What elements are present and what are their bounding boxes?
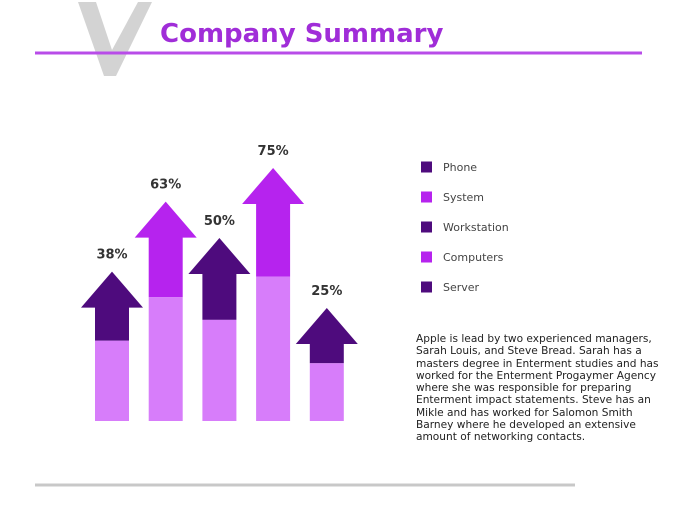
- arrow: [81, 271, 143, 341]
- value-label: 75%: [258, 144, 289, 159]
- legend-swatch: [421, 191, 432, 203]
- description: Apple is lead by two experienced manager…: [416, 333, 659, 444]
- value-label: 25%: [311, 284, 342, 299]
- legend-label: Phone: [443, 161, 477, 174]
- arrow: [188, 238, 251, 320]
- legend-label: Computers: [443, 251, 504, 264]
- legend-swatch: [421, 221, 432, 233]
- arrow-base: [256, 276, 291, 421]
- legend-label: Workstation: [443, 221, 509, 234]
- arrow-base: [148, 297, 183, 421]
- chart-title: Company Summary: [160, 19, 443, 49]
- value-label: 63%: [150, 178, 181, 193]
- legend-swatch: [421, 161, 432, 173]
- legend-label: System: [443, 191, 484, 204]
- arrow-base: [202, 319, 237, 421]
- arrow: [242, 168, 305, 277]
- legend-swatch: [421, 281, 432, 293]
- value-label: 38%: [96, 248, 127, 263]
- legend-label: Server: [443, 281, 480, 294]
- arrow: [295, 308, 358, 364]
- arrow: [134, 201, 197, 298]
- legend-swatch: [421, 251, 432, 263]
- value-label: 50%: [204, 214, 235, 229]
- arrow-base: [309, 363, 344, 421]
- arrow-base: [95, 340, 129, 421]
- logo-mark: [78, 2, 152, 76]
